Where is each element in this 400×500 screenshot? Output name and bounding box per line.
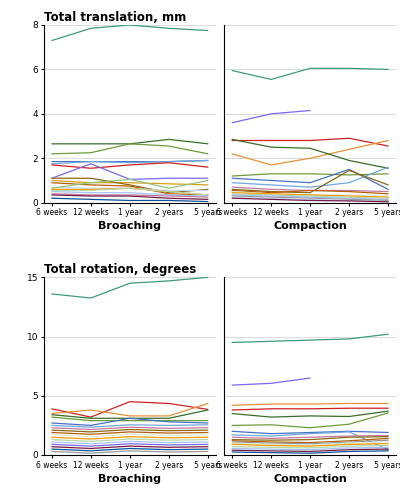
X-axis label: Compaction: Compaction — [273, 222, 347, 232]
X-axis label: Broaching: Broaching — [98, 474, 161, 484]
X-axis label: Compaction: Compaction — [273, 474, 347, 484]
Text: Total rotation, degrees: Total rotation, degrees — [44, 263, 196, 276]
Text: Total translation, mm: Total translation, mm — [44, 11, 186, 24]
X-axis label: Broaching: Broaching — [98, 222, 161, 232]
